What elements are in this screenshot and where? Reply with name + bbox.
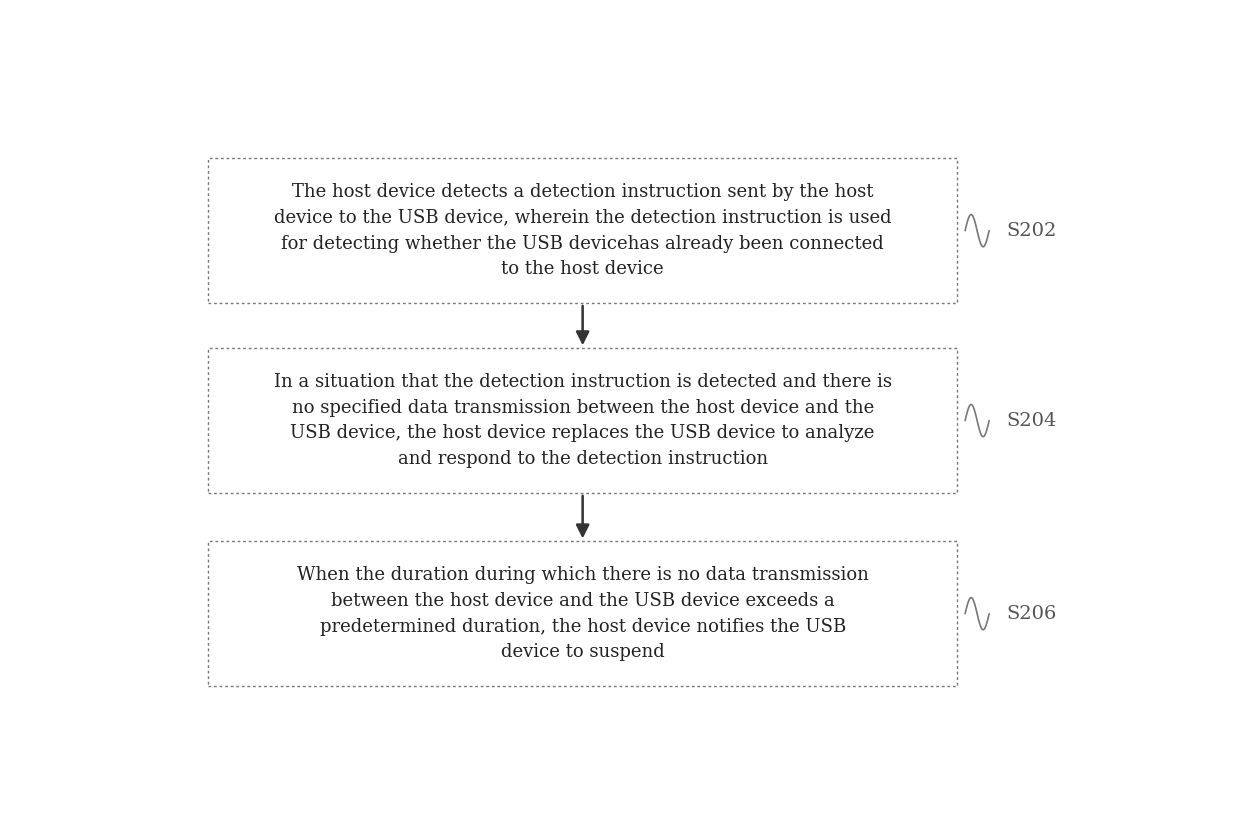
- Text: In a situation that the detection instruction is detected and there is
no specif: In a situation that the detection instru…: [274, 373, 892, 468]
- Text: S202: S202: [1007, 222, 1056, 240]
- Text: The host device detects a detection instruction sent by the host
device to the U: The host device detects a detection inst…: [274, 183, 892, 278]
- Text: S204: S204: [1007, 411, 1056, 430]
- FancyBboxPatch shape: [208, 541, 957, 686]
- Text: S206: S206: [1007, 604, 1056, 623]
- FancyBboxPatch shape: [208, 158, 957, 303]
- FancyBboxPatch shape: [208, 348, 957, 493]
- Text: When the duration during which there is no data transmission
between the host de: When the duration during which there is …: [296, 566, 868, 661]
